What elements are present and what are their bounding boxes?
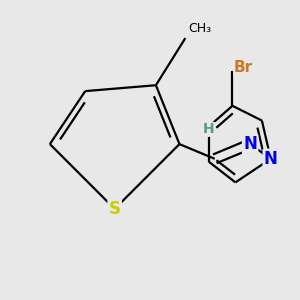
Text: CH₃: CH₃ — [188, 22, 212, 35]
Text: N: N — [243, 135, 257, 153]
Text: S: S — [109, 200, 121, 218]
Text: N: N — [264, 150, 278, 168]
Text: Br: Br — [234, 60, 253, 75]
Text: H: H — [203, 122, 215, 136]
